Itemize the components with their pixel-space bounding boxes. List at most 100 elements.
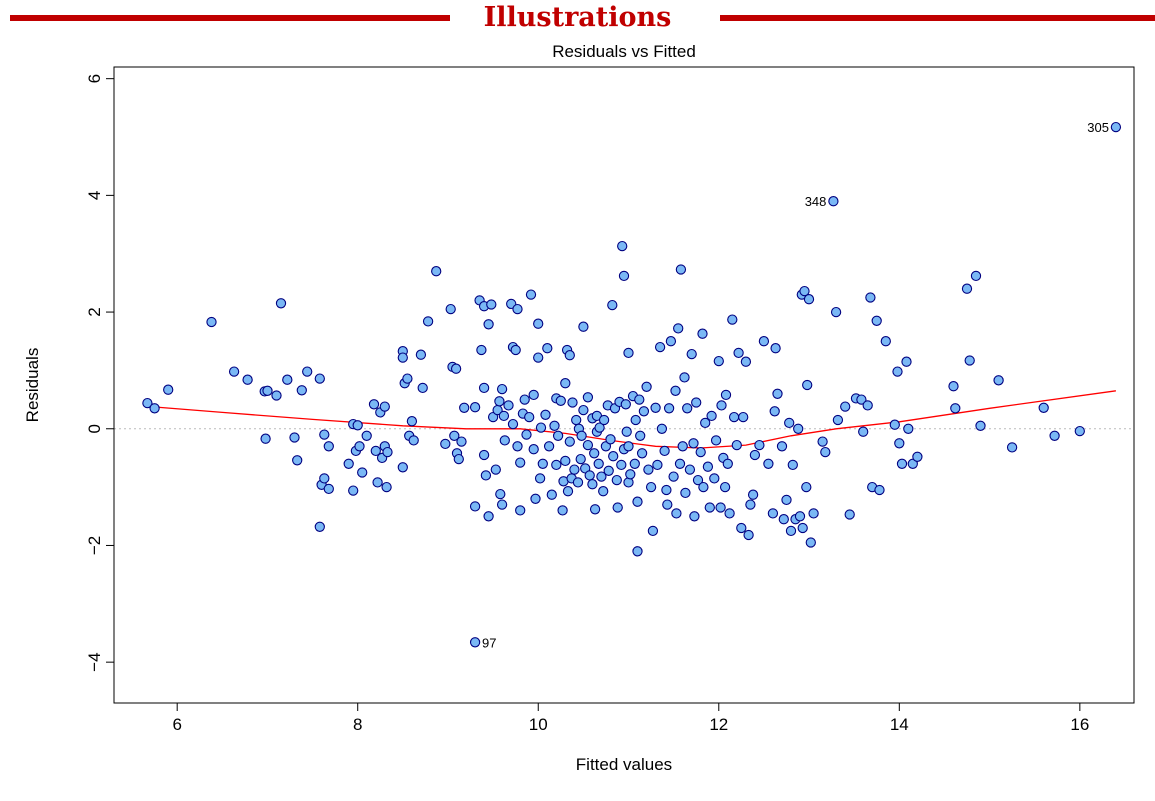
data-point [567, 397, 578, 408]
data-point [370, 445, 381, 457]
data-point [289, 432, 300, 443]
data-point [794, 511, 806, 522]
data-point [546, 489, 557, 500]
data-point [260, 433, 271, 444]
data-point [323, 483, 334, 495]
data-point [557, 505, 568, 516]
data-point [379, 401, 390, 412]
data-point [469, 637, 481, 648]
data-point [512, 441, 523, 452]
data-point [449, 430, 460, 441]
data-point [686, 348, 697, 360]
data-point [163, 384, 174, 395]
data-point [743, 529, 754, 541]
data-point [402, 373, 413, 384]
data-point [528, 389, 539, 401]
data-point [621, 426, 632, 437]
data-point [695, 446, 706, 458]
data-point [450, 363, 462, 374]
data-point [638, 406, 650, 417]
data-point [510, 344, 521, 356]
data-point [668, 471, 679, 482]
data-point [560, 455, 571, 467]
data-point [647, 525, 659, 537]
data-point [206, 316, 217, 328]
y-tick-label: 4 [85, 191, 104, 200]
data-point [319, 473, 330, 484]
data-point [724, 508, 735, 519]
data-point [397, 462, 408, 473]
data-point [663, 403, 675, 414]
x-tick-label: 8 [353, 715, 362, 734]
data-point [495, 488, 506, 500]
data-point [785, 525, 797, 537]
data-point [715, 502, 726, 513]
data-point [805, 537, 816, 548]
data-point [793, 423, 804, 434]
y-tick-label: 6 [85, 74, 104, 83]
data-point [582, 392, 594, 403]
data-point [486, 299, 497, 310]
data-point [745, 499, 756, 510]
data-point [797, 522, 808, 534]
data-point [578, 404, 589, 416]
y-axis-label: Residuals [23, 348, 42, 423]
data-point [665, 336, 677, 347]
data-point [623, 441, 634, 452]
data-point [149, 403, 160, 414]
data-point [716, 400, 727, 411]
data-point [1110, 121, 1122, 133]
data-point [727, 314, 738, 325]
banner-title: Illustrations [483, 2, 672, 33]
data-point [515, 457, 526, 468]
x-tick-label: 16 [1070, 715, 1089, 734]
data-point [808, 508, 819, 519]
y-tick-label: −2 [85, 536, 104, 555]
data-point [661, 484, 672, 496]
data-point [533, 318, 544, 329]
data-point [569, 464, 580, 475]
data-point [901, 356, 912, 367]
data-point [740, 356, 752, 367]
data-point [368, 399, 380, 410]
data-point [352, 420, 363, 431]
data-point [576, 430, 587, 441]
data-point [862, 400, 873, 411]
data-point [302, 366, 313, 377]
data-point [564, 350, 575, 361]
data-point [496, 499, 508, 510]
data-point [525, 289, 537, 300]
data-point [440, 438, 451, 450]
data-point [671, 508, 682, 519]
data-point [564, 436, 575, 447]
data-point [698, 481, 709, 493]
data-point [894, 438, 905, 449]
data-point [530, 493, 541, 504]
data-point [719, 481, 731, 493]
data-point [625, 469, 636, 480]
outlier-label: 97 [482, 635, 496, 650]
data-point [543, 441, 555, 452]
data-point [754, 439, 765, 451]
y-tick-label: 2 [85, 307, 104, 316]
data-point [469, 501, 481, 512]
data-point [607, 299, 618, 311]
data-point [515, 505, 526, 516]
data-point [758, 336, 770, 347]
data-point [524, 411, 535, 423]
data-point [709, 473, 720, 484]
data-point [623, 347, 634, 359]
data-point [587, 479, 598, 490]
data-point [731, 439, 742, 451]
data-point [733, 347, 744, 359]
data-point [372, 477, 383, 488]
data-point [948, 381, 959, 392]
data-point [652, 459, 663, 471]
data-point [1038, 402, 1049, 413]
data-point [903, 423, 914, 434]
data-point [616, 459, 627, 471]
data-point [476, 344, 487, 356]
data-point [912, 451, 923, 462]
data-point [736, 522, 747, 534]
